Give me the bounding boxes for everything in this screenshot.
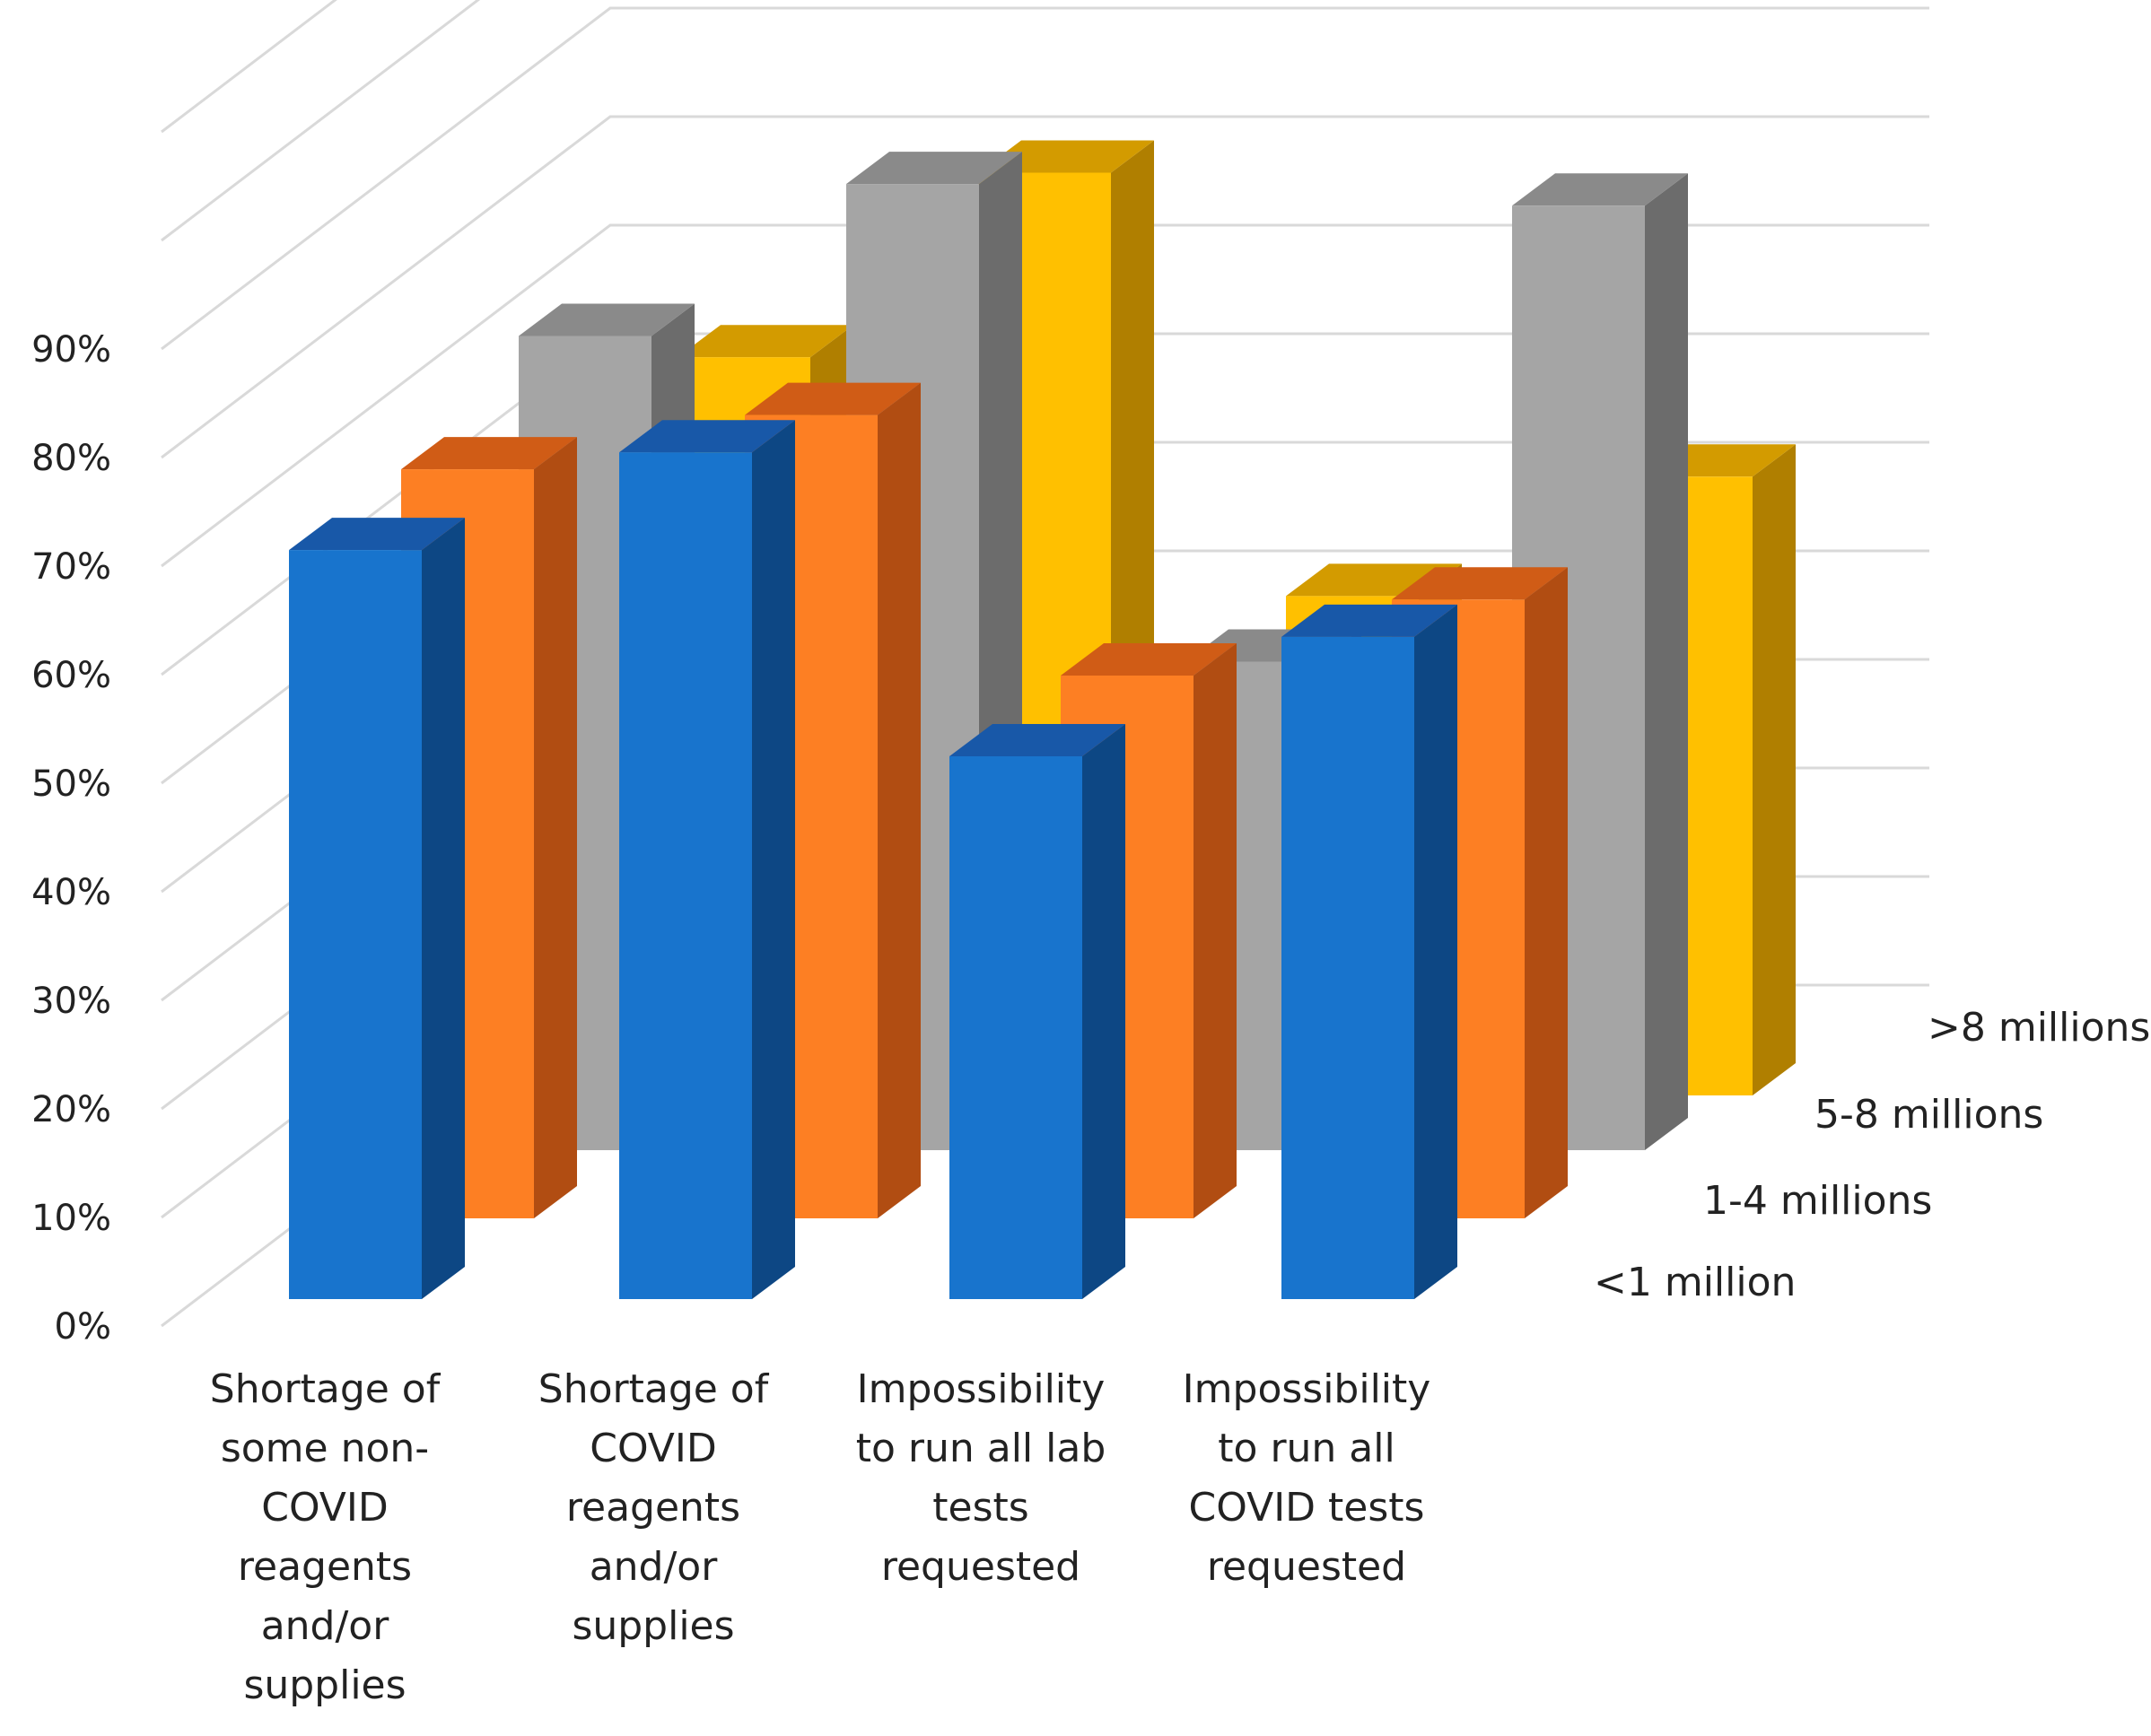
category-label: Shortage of COVID reagents and/or supplies — [538, 1366, 770, 1649]
category-labels: Shortage of some non-COVID reagents and/or s… — [210, 1366, 1431, 1708]
bar-side — [1645, 173, 1688, 1150]
bar — [949, 724, 1125, 1299]
bar-top — [745, 382, 921, 415]
bar-side — [752, 420, 795, 1299]
y-tick-label: 70% — [31, 546, 111, 588]
y-tick-label: 40% — [31, 872, 111, 913]
gridline — [161, 115, 1929, 459]
y-axis-ticks: 0% 10% 20% 30% 40% 50% 60% 70% 80% 90% — [31, 329, 111, 1348]
category-label: Shortage of some non-COVID reagents and/or s… — [210, 1366, 442, 1708]
bar-side — [534, 437, 577, 1219]
bar-side — [1414, 604, 1457, 1299]
bar-top — [1512, 173, 1688, 206]
series-label: <1 million — [1594, 1260, 1796, 1305]
bar-side — [1525, 567, 1568, 1218]
bar-top — [401, 437, 577, 470]
bar-top — [678, 325, 853, 358]
bar-front — [289, 550, 422, 1299]
bar-front — [1281, 636, 1414, 1299]
y-tick-label: 10% — [31, 1198, 111, 1239]
y-tick-label: 90% — [31, 329, 111, 371]
bar-top — [289, 518, 465, 551]
bar-front — [949, 756, 1082, 1299]
y-tick-label: 60% — [31, 655, 111, 696]
bar — [619, 420, 795, 1299]
y-tick-label: 0% — [55, 1306, 111, 1348]
bar-side — [422, 518, 465, 1299]
gridline — [161, 0, 337, 134]
bar-side — [1753, 444, 1796, 1095]
y-tick-label: 80% — [31, 438, 111, 479]
series-label: 1-4 millions — [1703, 1178, 1932, 1224]
y-tick-label: 30% — [31, 981, 111, 1022]
gridline — [161, 223, 1929, 568]
bar-top — [1061, 643, 1237, 676]
y-tick-label: 50% — [31, 763, 111, 805]
y-tick-label: 20% — [31, 1089, 111, 1130]
bar-front — [619, 452, 752, 1299]
bar-top — [846, 152, 1022, 185]
bar-top — [519, 303, 695, 336]
series-label: 5-8 millions — [1814, 1092, 2043, 1138]
bar-side — [1194, 643, 1237, 1218]
bar — [1281, 604, 1457, 1299]
bars — [289, 140, 1796, 1299]
bar-top — [1392, 567, 1568, 600]
bar-top — [619, 420, 795, 453]
bar-top — [1281, 604, 1457, 637]
series-labels: <1 million 1-4 millions 5-8 millions >8 mil… — [1594, 1005, 2150, 1305]
bar-side — [1082, 724, 1125, 1299]
series-label: >8 millions — [1928, 1005, 2150, 1051]
gridline — [161, 0, 481, 242]
bar — [289, 518, 465, 1299]
bar-top — [949, 724, 1125, 756]
category-label: Impossibility to run all COVID tests reques… — [1183, 1366, 1431, 1590]
bar-side — [878, 382, 921, 1219]
category-label: Impossibility to run all lab tests requeste… — [856, 1366, 1106, 1590]
gridline — [161, 6, 1929, 351]
